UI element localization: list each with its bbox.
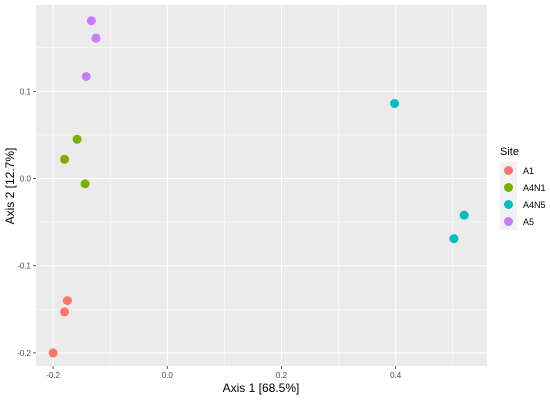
legend-title: Site — [500, 146, 519, 158]
data-point-a1 — [48, 348, 58, 358]
major-gridlines — [36, 5, 487, 366]
x-tick-label: 0.0 — [162, 371, 174, 380]
legend-key-a5 — [504, 217, 513, 226]
data-point-a4n5 — [390, 99, 400, 109]
plot-panel — [36, 5, 487, 366]
y-tick-label: 0.1 — [20, 87, 32, 96]
data-point-a1 — [62, 296, 72, 306]
legend-label-a1: A1 — [523, 166, 534, 176]
x-tick-label: -0.2 — [46, 371, 60, 380]
data-point-a1 — [60, 307, 70, 317]
data-point-a4n5 — [459, 210, 469, 220]
legend-key-a4n1 — [504, 183, 513, 192]
y-tick-label: -0.1 — [17, 262, 31, 271]
legend-label-a4n5: A4N5 — [523, 200, 546, 210]
y-tick-label: -0.2 — [17, 349, 31, 358]
data-point-a5 — [81, 72, 91, 82]
legend-label-a5: A5 — [523, 217, 534, 227]
y-axis-ticks: -0.2 -0.1 0.0 0.1 — [17, 87, 36, 358]
x-tick-label: 0.4 — [390, 371, 402, 380]
legend-label-a4n1: A4N1 — [523, 183, 546, 193]
legend-key-a1 — [504, 166, 513, 175]
y-axis-title: Axis 2 [12.7%] — [3, 148, 17, 225]
data-point-a5 — [91, 33, 101, 43]
x-axis-ticks: -0.2 0.0 0.2 0.4 — [46, 366, 402, 380]
legend: Site A1 A4N1 A4N5 A5 — [500, 146, 546, 230]
x-axis-title: Axis 1 [68.5%] — [223, 381, 300, 395]
data-point-a4n1 — [72, 134, 82, 144]
data-points — [48, 16, 469, 358]
data-point-a4n5 — [449, 234, 459, 244]
data-point-a4n1 — [60, 154, 70, 164]
x-tick-label: 0.2 — [276, 371, 288, 380]
y-tick-label: 0.0 — [20, 175, 32, 184]
data-point-a4n1 — [80, 179, 90, 189]
data-point-a5 — [86, 16, 96, 26]
minor-gridlines — [36, 5, 487, 366]
legend-key-a4n5 — [504, 200, 513, 209]
